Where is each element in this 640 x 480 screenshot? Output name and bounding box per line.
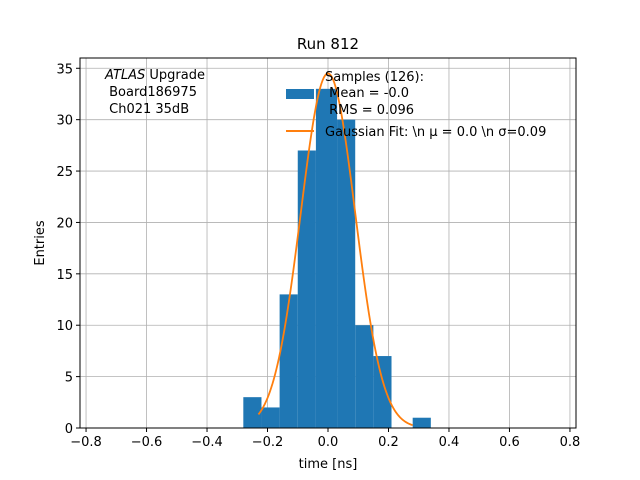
y-tick-label: 10 (56, 319, 73, 334)
annotation-atlas: ATLAS (104, 68, 145, 83)
x-tick-label: −0.2 (252, 435, 284, 450)
y-tick-label: 20 (56, 216, 73, 231)
gaussian-fit-curve (257, 72, 413, 427)
x-tick-label: 0.8 (560, 435, 581, 450)
legend-histogram-line-1: Samples (126): (325, 70, 424, 85)
y-tick-label: 25 (56, 165, 73, 180)
legend: Samples (126): Mean = -0.0 RMS = 0.096 G… (286, 70, 546, 140)
annotation-line-3: Ch021 35dB (105, 102, 189, 117)
x-tick-label: 0.6 (499, 435, 520, 450)
x-tick-label: −0.6 (131, 435, 163, 450)
x-tick-label: −0.8 (70, 435, 102, 450)
y-axis-label: Entries (33, 220, 48, 266)
annotation-line-2: Board186975 (105, 85, 197, 100)
atlas-annotation: ATLAS Upgrade Board186975 Ch021 35dB (104, 68, 205, 117)
y-axis-ticks: 0 5 10 15 20 25 30 35 (56, 62, 80, 437)
y-tick-label: 0 (65, 422, 73, 437)
histogram-bars (243, 88, 431, 429)
histogram-bar (373, 356, 392, 428)
legend-histogram-line-2: Mean = -0.0 (325, 86, 409, 101)
histogram-bar (412, 417, 431, 428)
chart-title: Run 812 (297, 35, 359, 53)
x-axis-label: time [ns] (299, 457, 358, 472)
x-tick-label: 0.0 (318, 435, 339, 450)
y-tick-label: 35 (56, 62, 73, 77)
y-tick-label: 5 (65, 371, 73, 386)
legend-fit-label: Gaussian Fit: \n μ = 0.0 \n σ=0.09 (325, 125, 546, 140)
annotation-line-1: ATLAS Upgrade (104, 68, 205, 83)
histogram-bar (315, 88, 338, 428)
x-tick-label: 0.4 (439, 435, 460, 450)
histogram-bar (337, 119, 356, 429)
annotation-upgrade: Upgrade (145, 68, 205, 83)
x-tick-label: 0.2 (378, 435, 399, 450)
y-tick-label: 30 (56, 114, 73, 129)
x-axis-ticks: −0.8 −0.6 −0.4 −0.2 0.0 0.2 0.4 0.6 0.8 (70, 428, 580, 450)
gaussian-fit-layer (257, 72, 413, 427)
y-tick-label: 15 (56, 268, 73, 283)
legend-histogram-line-3: RMS = 0.096 (325, 103, 414, 118)
histogram-bar (355, 325, 374, 428)
histogram-bar (261, 407, 280, 428)
histogram-bar (279, 294, 298, 428)
histogram-bar (243, 397, 262, 428)
histogram-bar (297, 150, 316, 428)
x-tick-label: −0.4 (191, 435, 223, 450)
legend-histogram-swatch (286, 89, 314, 99)
